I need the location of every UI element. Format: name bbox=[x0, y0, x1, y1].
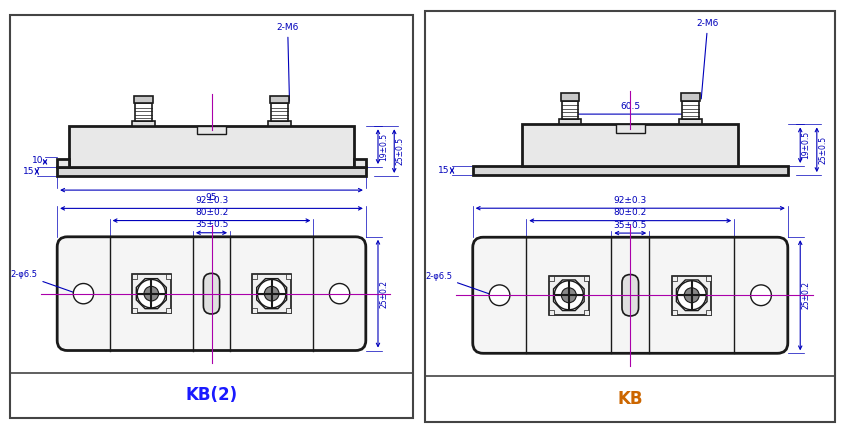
Bar bbox=[584, 275, 589, 281]
Bar bbox=[252, 275, 257, 279]
Bar bbox=[549, 275, 554, 281]
Bar bbox=[270, 96, 288, 103]
Bar bbox=[166, 275, 171, 279]
Circle shape bbox=[677, 281, 706, 310]
FancyBboxPatch shape bbox=[473, 237, 788, 353]
Bar bbox=[706, 275, 711, 281]
Text: KB(2): KB(2) bbox=[185, 386, 238, 404]
Polygon shape bbox=[553, 280, 584, 310]
Circle shape bbox=[684, 288, 699, 303]
Bar bbox=[286, 308, 291, 313]
Text: 92±0.3: 92±0.3 bbox=[613, 196, 647, 205]
Circle shape bbox=[329, 284, 349, 304]
Text: 10: 10 bbox=[31, 156, 43, 165]
Bar bbox=[272, 103, 288, 122]
Circle shape bbox=[137, 279, 166, 308]
Bar bbox=[197, 126, 226, 135]
Bar bbox=[584, 310, 589, 315]
Bar bbox=[132, 275, 171, 313]
Bar bbox=[286, 275, 291, 279]
Text: 2-φ6.5: 2-φ6.5 bbox=[10, 271, 74, 293]
Bar bbox=[132, 275, 137, 279]
Text: 25±0.2: 25±0.2 bbox=[801, 281, 810, 309]
Circle shape bbox=[554, 281, 584, 310]
Bar bbox=[135, 96, 153, 103]
Bar bbox=[558, 120, 581, 124]
Bar bbox=[672, 275, 711, 315]
Bar bbox=[69, 126, 354, 167]
Bar bbox=[562, 101, 578, 120]
Polygon shape bbox=[136, 279, 167, 309]
Text: 2-φ6.5: 2-φ6.5 bbox=[425, 271, 491, 294]
Text: 92±0.3: 92±0.3 bbox=[195, 196, 228, 205]
Bar bbox=[672, 275, 677, 281]
Bar bbox=[523, 124, 738, 166]
Text: 2-M6: 2-M6 bbox=[696, 19, 719, 99]
Text: 25±0.5: 25±0.5 bbox=[818, 136, 827, 164]
Circle shape bbox=[264, 286, 279, 301]
FancyBboxPatch shape bbox=[203, 273, 220, 314]
Text: 80±0.2: 80±0.2 bbox=[613, 208, 647, 217]
Text: 95: 95 bbox=[206, 194, 217, 202]
Text: 15: 15 bbox=[24, 167, 35, 176]
Bar bbox=[681, 94, 700, 101]
Circle shape bbox=[144, 286, 159, 301]
Circle shape bbox=[562, 288, 576, 303]
Bar bbox=[561, 94, 580, 101]
FancyBboxPatch shape bbox=[58, 237, 365, 350]
Circle shape bbox=[257, 279, 286, 308]
Text: 80±0.2: 80±0.2 bbox=[195, 208, 228, 217]
Bar bbox=[616, 124, 645, 133]
Bar bbox=[679, 120, 702, 124]
Bar bbox=[58, 167, 365, 176]
Text: 35±0.5: 35±0.5 bbox=[613, 221, 647, 230]
Circle shape bbox=[750, 285, 772, 306]
Bar bbox=[58, 159, 69, 167]
Text: 19±0.5: 19±0.5 bbox=[379, 132, 388, 161]
Bar bbox=[166, 308, 171, 313]
Text: 25±0.2: 25±0.2 bbox=[379, 280, 388, 308]
Bar bbox=[706, 310, 711, 315]
Bar bbox=[132, 308, 137, 313]
Text: 15: 15 bbox=[438, 166, 450, 175]
Text: 2-M6: 2-M6 bbox=[277, 23, 299, 101]
Bar bbox=[672, 310, 677, 315]
Bar bbox=[354, 159, 365, 167]
Text: KB: KB bbox=[618, 390, 643, 408]
Bar bbox=[473, 166, 788, 175]
Bar bbox=[683, 101, 699, 120]
Bar bbox=[549, 275, 589, 315]
Bar bbox=[549, 310, 554, 315]
Bar bbox=[252, 308, 257, 313]
Circle shape bbox=[74, 284, 94, 304]
Bar bbox=[133, 122, 155, 126]
Polygon shape bbox=[677, 280, 707, 310]
Bar bbox=[252, 275, 291, 313]
Bar bbox=[135, 103, 151, 122]
Circle shape bbox=[489, 285, 510, 306]
FancyBboxPatch shape bbox=[622, 275, 639, 316]
Polygon shape bbox=[256, 279, 287, 309]
Text: 35±0.5: 35±0.5 bbox=[195, 220, 228, 229]
Bar bbox=[268, 122, 290, 126]
Text: 60.5: 60.5 bbox=[620, 102, 640, 111]
Text: 19±0.5: 19±0.5 bbox=[801, 131, 810, 159]
Text: 25±0.5: 25±0.5 bbox=[395, 137, 404, 165]
